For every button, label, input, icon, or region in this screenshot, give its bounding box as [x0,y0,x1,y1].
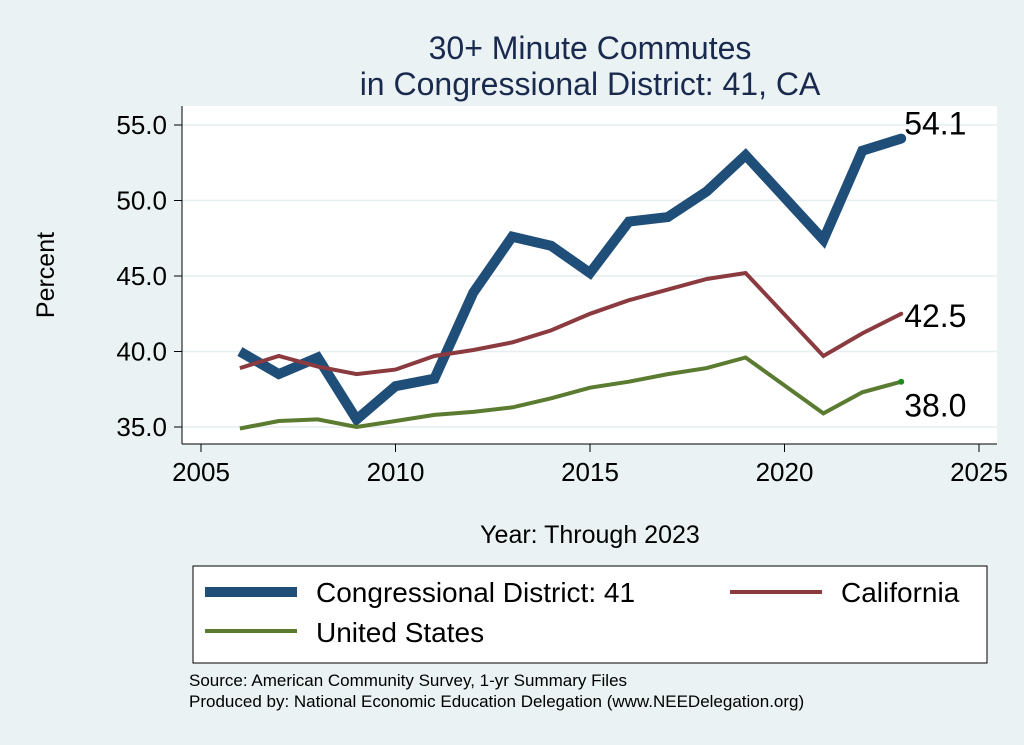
x-axis-ticks: 2005 2010 2015 2020 2025 [172,444,1008,487]
legend-label-united-states: United States [316,617,484,648]
legend-label-california: California [841,577,960,608]
x-tick-label: 2020 [756,457,814,487]
x-tick-label: 2025 [950,457,1008,487]
chart-title-line-1: 30+ Minute Commutes [429,30,752,66]
series-end-point [896,133,907,144]
y-tick-label: 50.0 [116,186,167,216]
y-axis-title: Percent [32,232,60,318]
legend-label-district: Congressional District: 41 [316,577,635,608]
series-lines [237,133,907,431]
y-tick-label: 55.0 [116,110,167,140]
x-tick-label: 2005 [172,457,230,487]
series-line-united-states [239,355,902,431]
legend-box [192,565,988,664]
series-end-point [899,311,904,316]
series-end-labels: 54.1 42.5 38.0 [904,106,966,424]
series-line-district [237,133,903,427]
end-label-district: 54.1 [904,106,966,142]
y-axis-ticks: 35.0 40.0 45.0 50.0 55.0 [116,110,182,442]
x-tick-label: 2010 [367,457,425,487]
y-tick-label: 35.0 [116,412,167,442]
end-label-california: 42.5 [904,298,966,334]
y-tick-label: 40.0 [116,337,167,367]
x-tick-label: 2015 [561,457,619,487]
chart-title-line-2: in Congressional District: 41, CA [360,66,821,102]
source-note: Source: American Community Survey, 1-yr … [189,671,627,690]
series-end-point [898,378,905,385]
series-line-california [239,270,903,377]
y-tick-label: 45.0 [116,261,167,291]
legend: Congressional District: 41 California Un… [192,565,988,664]
end-label-united-states: 38.0 [904,388,966,424]
x-axis-title: Year: Through 2023 [480,521,700,549]
produced-by-note: Produced by: National Economic Education… [189,692,804,711]
